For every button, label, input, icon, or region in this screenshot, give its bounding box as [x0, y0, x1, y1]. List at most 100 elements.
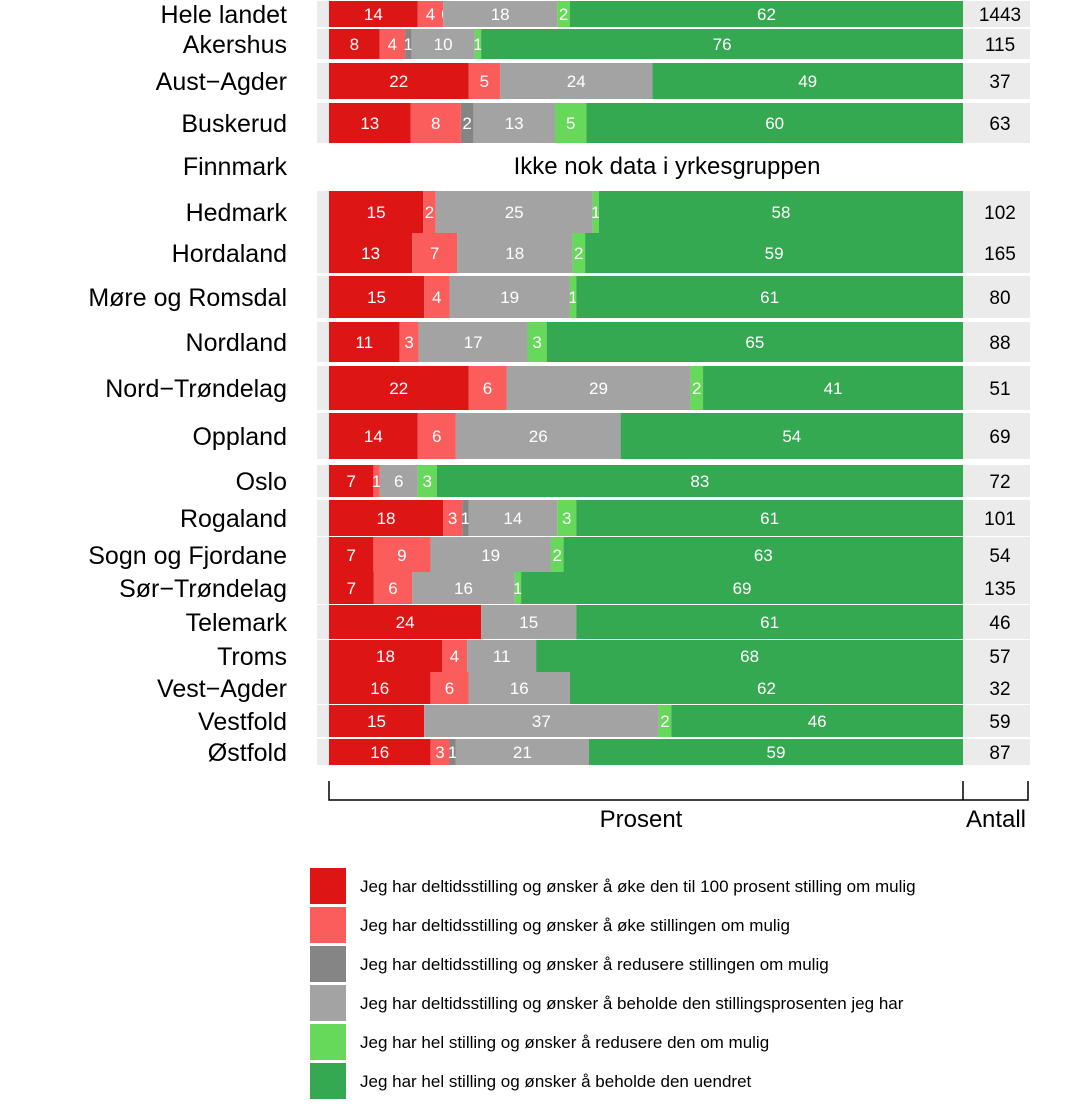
segment-value-label: 1	[591, 203, 600, 222]
segment-value-label: 6	[432, 427, 441, 446]
region-label: Oppland	[192, 423, 287, 451]
bar-segment	[329, 1, 418, 27]
bar-segment	[514, 572, 522, 604]
segment-value-label: 3	[448, 509, 457, 528]
segment-value-label: 18	[377, 509, 396, 528]
segment-value-label: 15	[367, 712, 386, 731]
legend-item: Jeg har deltidsstilling og ønsker å beho…	[310, 985, 904, 1021]
bar-segment	[576, 276, 963, 318]
bar-segment	[424, 276, 450, 318]
region-label: Hordaland	[172, 240, 287, 268]
segment-value-label: 7	[347, 579, 356, 598]
bar-segment	[417, 1, 444, 27]
bar-segment	[546, 322, 963, 362]
legend-item: Jeg har deltidsstilling og ønsker å øke …	[310, 907, 790, 943]
bar-segment	[329, 500, 444, 536]
bar-segment	[563, 537, 963, 573]
bar-segment	[329, 29, 380, 59]
bar-segment	[585, 233, 963, 273]
legend-swatch	[310, 907, 346, 943]
bar-segment	[329, 63, 469, 99]
segment-value-label: 11	[355, 333, 373, 352]
bar-segment	[536, 640, 963, 672]
segment-value-label: 6	[445, 679, 454, 698]
segment-value-label: 1	[473, 35, 482, 54]
bar-segment	[671, 705, 963, 737]
segment-value-label: 6	[483, 379, 492, 398]
bar-segment	[652, 63, 963, 99]
x-axis-label: Prosent	[600, 806, 683, 833]
bar-segment	[468, 63, 501, 99]
segment-value-label: 17	[464, 333, 483, 352]
count-label: 69	[989, 427, 1010, 448]
bar-segment	[329, 413, 418, 459]
count-label: 1443	[979, 5, 1021, 26]
segment-value-label: 76	[713, 35, 732, 54]
region-label: Rogaland	[180, 505, 287, 533]
segment-value-label: 11	[493, 647, 511, 666]
segment-value-label: 4	[388, 35, 397, 54]
segment-value-label: 15	[367, 203, 386, 222]
bar-segment	[455, 413, 621, 459]
segment-value-label: 46	[808, 712, 827, 731]
segment-value-label: 1	[513, 579, 522, 598]
bar-segment	[329, 739, 431, 765]
segment-value-label: 4	[450, 647, 459, 666]
bar-segment	[430, 672, 469, 704]
region-label: Oslo	[236, 468, 287, 496]
segment-value-label: 4	[426, 5, 435, 24]
bar-segment	[481, 605, 577, 639]
segment-value-label: 1	[404, 35, 413, 54]
count-label: 72	[989, 472, 1010, 493]
bar-segment	[373, 537, 431, 573]
segment-value-label: 25	[505, 203, 524, 222]
segment-value-label: 14	[364, 5, 383, 24]
count-label: 63	[989, 114, 1010, 135]
bar-segment	[379, 465, 418, 497]
bar-segment	[329, 465, 374, 497]
region-label: Buskerud	[181, 110, 287, 138]
legend-swatch	[310, 1063, 346, 1099]
bar-segment	[424, 705, 659, 737]
count-label: 37	[989, 72, 1010, 93]
bar-segment	[399, 322, 419, 362]
segment-value-label: 18	[376, 647, 395, 666]
region-label: Vest−Agder	[157, 675, 287, 703]
region-label: Hele landet	[161, 1, 288, 29]
bar-segment	[572, 233, 586, 273]
segment-value-label: 37	[532, 712, 551, 731]
segment-value-label: 3	[435, 743, 444, 762]
segment-value-label: 61	[760, 613, 779, 632]
segment-value-label: 2	[660, 712, 669, 731]
segment-value-label: 9	[397, 546, 406, 565]
count-axis-label: Antall	[966, 806, 1026, 833]
segment-value-label: 6	[394, 472, 403, 491]
region-label: Akershus	[183, 31, 287, 59]
x-axis-bracket	[328, 781, 1029, 801]
bar-segment	[468, 500, 558, 536]
segment-value-label: 10	[434, 35, 453, 54]
count-label: 87	[989, 743, 1010, 764]
bar-segment	[462, 500, 469, 536]
bar-segment	[417, 465, 437, 497]
segment-value-label: 41	[824, 379, 843, 398]
bar-segment	[500, 63, 653, 99]
count-label: 165	[984, 244, 1016, 265]
legend-label: Jeg har hel stilling og ønsker å beholde…	[360, 1072, 752, 1091]
segment-value-label: 13	[360, 114, 379, 133]
segment-value-label: 49	[798, 72, 817, 91]
bar-segment	[379, 29, 406, 59]
region-label: Møre og Romsdal	[88, 284, 287, 312]
bar-segment	[443, 1, 558, 27]
bar-segment	[329, 572, 374, 604]
segment-value-label: 62	[757, 679, 776, 698]
region-label: Sør−Trøndelag	[119, 575, 287, 603]
legend-swatch	[310, 868, 346, 904]
segment-value-label: 14	[503, 509, 522, 528]
segment-value-label: 5	[566, 114, 575, 133]
bar-segment	[576, 605, 963, 639]
count-label: 59	[989, 712, 1010, 733]
bar-segment	[373, 572, 413, 604]
segment-value-label: 6	[388, 579, 397, 598]
